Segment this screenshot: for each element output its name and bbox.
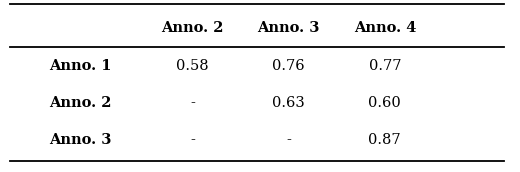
Text: Anno. 2: Anno. 2: [49, 96, 112, 110]
Text: Anno. 3: Anno. 3: [49, 133, 112, 147]
Text: 0.58: 0.58: [176, 59, 209, 73]
Text: 0.63: 0.63: [272, 96, 305, 110]
Text: Anno. 3: Anno. 3: [257, 21, 320, 35]
Text: Anno. 4: Anno. 4: [354, 21, 416, 35]
Text: 0.87: 0.87: [369, 133, 401, 147]
Text: Anno. 2: Anno. 2: [161, 21, 224, 35]
Text: -: -: [190, 96, 195, 110]
Text: 0.60: 0.60: [369, 96, 401, 110]
Text: 0.76: 0.76: [272, 59, 305, 73]
Text: -: -: [190, 133, 195, 147]
Text: 0.77: 0.77: [369, 59, 401, 73]
Text: -: -: [286, 133, 291, 147]
Text: Anno. 1: Anno. 1: [49, 59, 112, 73]
